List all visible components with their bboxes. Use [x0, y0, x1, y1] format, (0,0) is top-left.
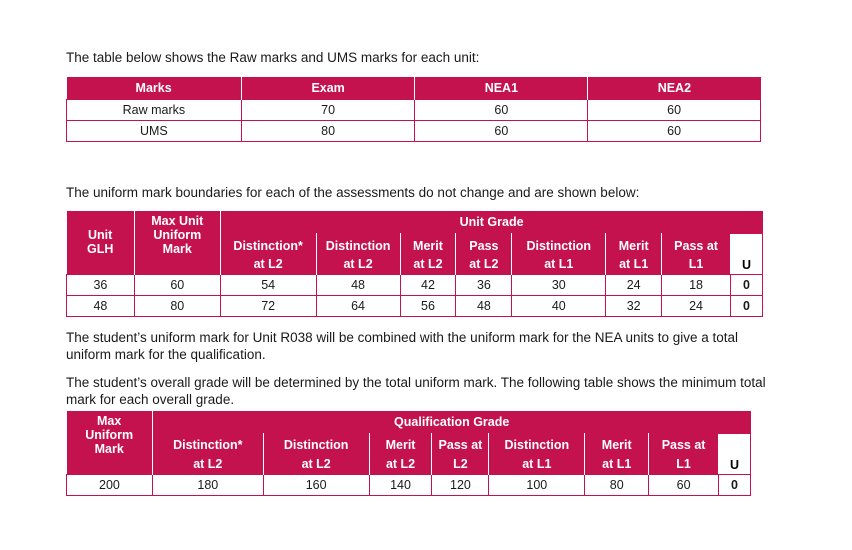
table-cell: 72: [219, 294, 317, 317]
table-cell: 48: [66, 294, 135, 317]
grade-sub-header: at L2: [262, 454, 370, 474]
col-header-nea2: NEA2: [587, 77, 761, 99]
table-cell: 32: [605, 294, 663, 317]
table-cell: 54: [219, 273, 317, 296]
grade-header: Merit: [605, 233, 662, 254]
table-cell: 140: [368, 473, 433, 496]
grade-header: Pass at: [661, 233, 731, 254]
qualification-grade-table: Max Uniform Mark Qualification Grade Disti…: [66, 411, 751, 496]
table-cell: 36: [66, 273, 135, 296]
table-row: 36 60 54 48 42 36 30 24 18 0: [66, 273, 763, 296]
table-cell: 40: [511, 294, 607, 317]
grade-header: Pass at: [648, 433, 719, 454]
table-row: Raw marks 70 60 60: [66, 98, 761, 121]
grade-header: Distinction: [488, 433, 585, 454]
table-cell: 60: [414, 119, 589, 142]
table-row: 200 180 160 140 120 100 80 60 0: [66, 473, 751, 496]
grade-header: Pass: [455, 233, 512, 254]
table-cell: 60: [587, 119, 761, 142]
table-cell: 36: [455, 273, 513, 296]
table-cell: 48: [315, 273, 401, 296]
row-label-raw-marks: Raw marks: [66, 98, 242, 121]
raw-ums-table: Marks Exam NEA1 NEA2 Raw marks 70 60 60 …: [66, 77, 761, 142]
grade-header: Distinction: [315, 233, 401, 254]
table-cell: 60: [414, 98, 589, 121]
table-row: UMS 80 60 60: [66, 119, 761, 142]
grade-header: Pass at: [431, 433, 489, 454]
grade-header: Distinction: [262, 433, 370, 454]
table-cell: 60: [587, 98, 761, 121]
qualification-grade-header: Qualification Grade: [152, 411, 751, 433]
grade-sub-header: L2: [431, 454, 489, 474]
overall-grade-text: The student’s overall grade will be dete…: [66, 375, 766, 407]
table-cell: 24: [661, 294, 731, 317]
grade-header: Distinction*: [220, 233, 317, 254]
table-cell: 200: [66, 473, 153, 496]
table-cell: 60: [648, 473, 720, 496]
combined-mark-text: The student’s uniform mark for Unit R038…: [66, 330, 739, 362]
table-cell: 70: [240, 98, 416, 121]
table-row: 48 80 72 64 56 48 40 32 24 0: [66, 294, 763, 317]
grade-sub-header: at L2: [152, 454, 264, 474]
col-header-marks: Marks: [66, 77, 242, 99]
col-header-exam: Exam: [240, 77, 415, 99]
table-cell: 180: [151, 473, 264, 496]
grade-sub-header: at L2: [455, 254, 512, 274]
table-cell: 30: [511, 273, 607, 296]
unit-grade-table: Unit GLH Max Unit Uniform Mark Unit Grade D…: [66, 211, 763, 317]
table-cell: 0: [730, 294, 763, 317]
grade-sub-header: at L1: [488, 454, 585, 474]
table-cell: 80: [133, 294, 221, 317]
grade-header-u: U: [718, 432, 751, 475]
grade-header: Distinction: [511, 233, 606, 254]
grade-header-u: U: [730, 232, 763, 275]
grade-sub-header: L1: [661, 254, 731, 274]
grade-sub-header: at L2: [315, 254, 401, 274]
table-cell: 64: [315, 294, 401, 317]
grade-sub-header: L1: [648, 454, 719, 474]
row-label-ums: UMS: [66, 119, 242, 142]
col-header-max-uniform-mark: Max Uniform Mark: [66, 411, 153, 474]
grade-header: Merit: [368, 433, 432, 454]
grade-sub-header: at L1: [584, 454, 649, 474]
grade-sub-header: at L2: [220, 254, 317, 274]
unit-grade-header: Unit Grade: [220, 211, 763, 233]
grade-sub-header: at L1: [511, 254, 606, 274]
table-cell: 42: [399, 273, 457, 296]
intro-text-1: The table below shows the Raw marks and …: [66, 50, 480, 65]
grade-header: Merit: [399, 233, 456, 254]
table-cell: 80: [584, 473, 650, 496]
col-header-nea1: NEA1: [414, 77, 588, 99]
table-cell: 18: [661, 273, 731, 296]
intro-text-2: The uniform mark boundaries for each of …: [66, 185, 640, 200]
col-header-max-unit-uniform-mark: Max Unit Uniform Mark: [134, 211, 221, 274]
col-header-unit-glh: Unit GLH: [66, 211, 135, 274]
table-cell: 80: [240, 119, 416, 142]
table-cell: 0: [718, 473, 751, 496]
table-cell: 120: [431, 473, 490, 496]
table-cell: 48: [455, 294, 513, 317]
table-cell: 0: [730, 273, 763, 296]
table-cell: 160: [262, 473, 370, 496]
table-cell: 56: [399, 294, 457, 317]
table-cell: 24: [605, 273, 663, 296]
grade-header: Distinction*: [152, 433, 264, 454]
grade-sub-header: at L2: [368, 454, 432, 474]
grade-sub-header: at L2: [399, 254, 456, 274]
grade-sub-header: at L1: [605, 254, 662, 274]
grade-header: Merit: [584, 433, 649, 454]
table-cell: 100: [488, 473, 586, 496]
table-cell: 60: [133, 273, 221, 296]
